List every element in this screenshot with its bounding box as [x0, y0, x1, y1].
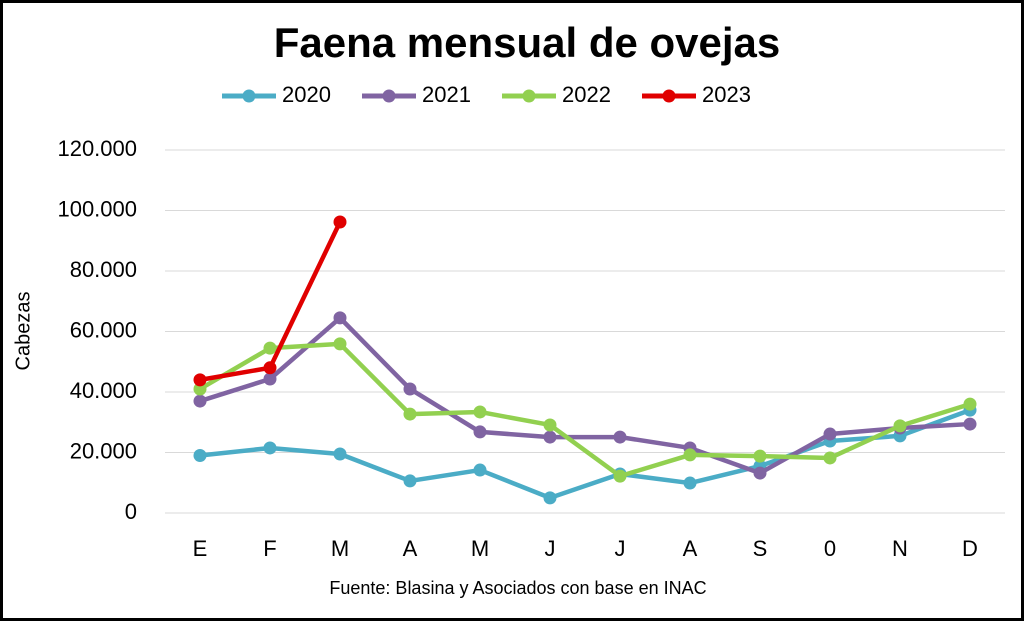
- data-point: [403, 474, 417, 488]
- data-point: [193, 394, 207, 408]
- series-line: [199, 408, 971, 501]
- data-point: [333, 447, 347, 461]
- source: Fuente: Blasina y Asociados con base en …: [329, 578, 706, 598]
- legend-marker: [382, 89, 396, 103]
- x-tick-label: M: [331, 536, 349, 561]
- data-point: [543, 491, 557, 505]
- x-tick-label: D: [962, 536, 978, 561]
- legend-marker: [522, 89, 536, 103]
- legend-label: 2021: [422, 82, 471, 107]
- data-point: [263, 441, 277, 455]
- data-point: [193, 449, 207, 463]
- x-tick-label: J: [615, 536, 626, 561]
- y-tick-label: 80.000: [70, 257, 137, 282]
- x-tick-label: 0: [824, 536, 836, 561]
- legend-label: 2023: [702, 82, 751, 107]
- chart-title: Faena mensual de ovejas: [274, 19, 781, 66]
- y-tick-label: 120.000: [57, 136, 137, 161]
- data-point: [753, 466, 767, 480]
- data-point: [403, 407, 417, 421]
- y-tick-label: 60.000: [70, 317, 137, 342]
- x-tick-label: F: [263, 536, 276, 561]
- data-point: [683, 476, 697, 490]
- legend-marker: [242, 89, 256, 103]
- data-point: [473, 405, 487, 419]
- x-tick-label: N: [892, 536, 908, 561]
- data-point: [263, 372, 277, 386]
- data-point: [193, 373, 207, 387]
- data-point: [823, 427, 837, 441]
- y-tick-label: 40.000: [70, 378, 137, 403]
- data-point: [333, 311, 347, 325]
- data-point: [403, 382, 417, 396]
- data-point: [613, 430, 627, 444]
- data-point: [333, 215, 347, 229]
- data-point: [333, 337, 347, 351]
- data-point: [543, 418, 557, 432]
- legend-label: 2020: [282, 82, 331, 107]
- x-tick-label: A: [403, 536, 418, 561]
- data-point: [963, 397, 977, 411]
- x-tick-label: E: [193, 536, 208, 561]
- data-point: [193, 382, 207, 396]
- y-axis-label: Cabezas: [12, 292, 34, 371]
- data-point: [963, 417, 977, 431]
- data-point: [893, 419, 907, 433]
- data-point: [263, 341, 277, 355]
- y-tick-label: 0: [125, 499, 137, 524]
- x-tick-label: M: [471, 536, 489, 561]
- data-point: [683, 448, 697, 462]
- data-point: [473, 425, 487, 439]
- series-line: [199, 315, 971, 476]
- data-point: [823, 451, 837, 465]
- x-tick-label: J: [545, 536, 556, 561]
- y-tick-label: 20.000: [70, 438, 137, 463]
- legend-marker: [662, 89, 676, 103]
- data-point: [753, 449, 767, 463]
- data-point: [543, 430, 557, 444]
- data-point: [613, 469, 627, 483]
- y-tick-label: 100.000: [57, 196, 137, 221]
- data-point: [263, 361, 277, 375]
- legend-label: 2022: [562, 82, 611, 107]
- x-tick-label: S: [753, 536, 768, 561]
- data-point: [473, 463, 487, 477]
- series-line: [198, 341, 971, 479]
- x-tick-label: A: [683, 536, 698, 561]
